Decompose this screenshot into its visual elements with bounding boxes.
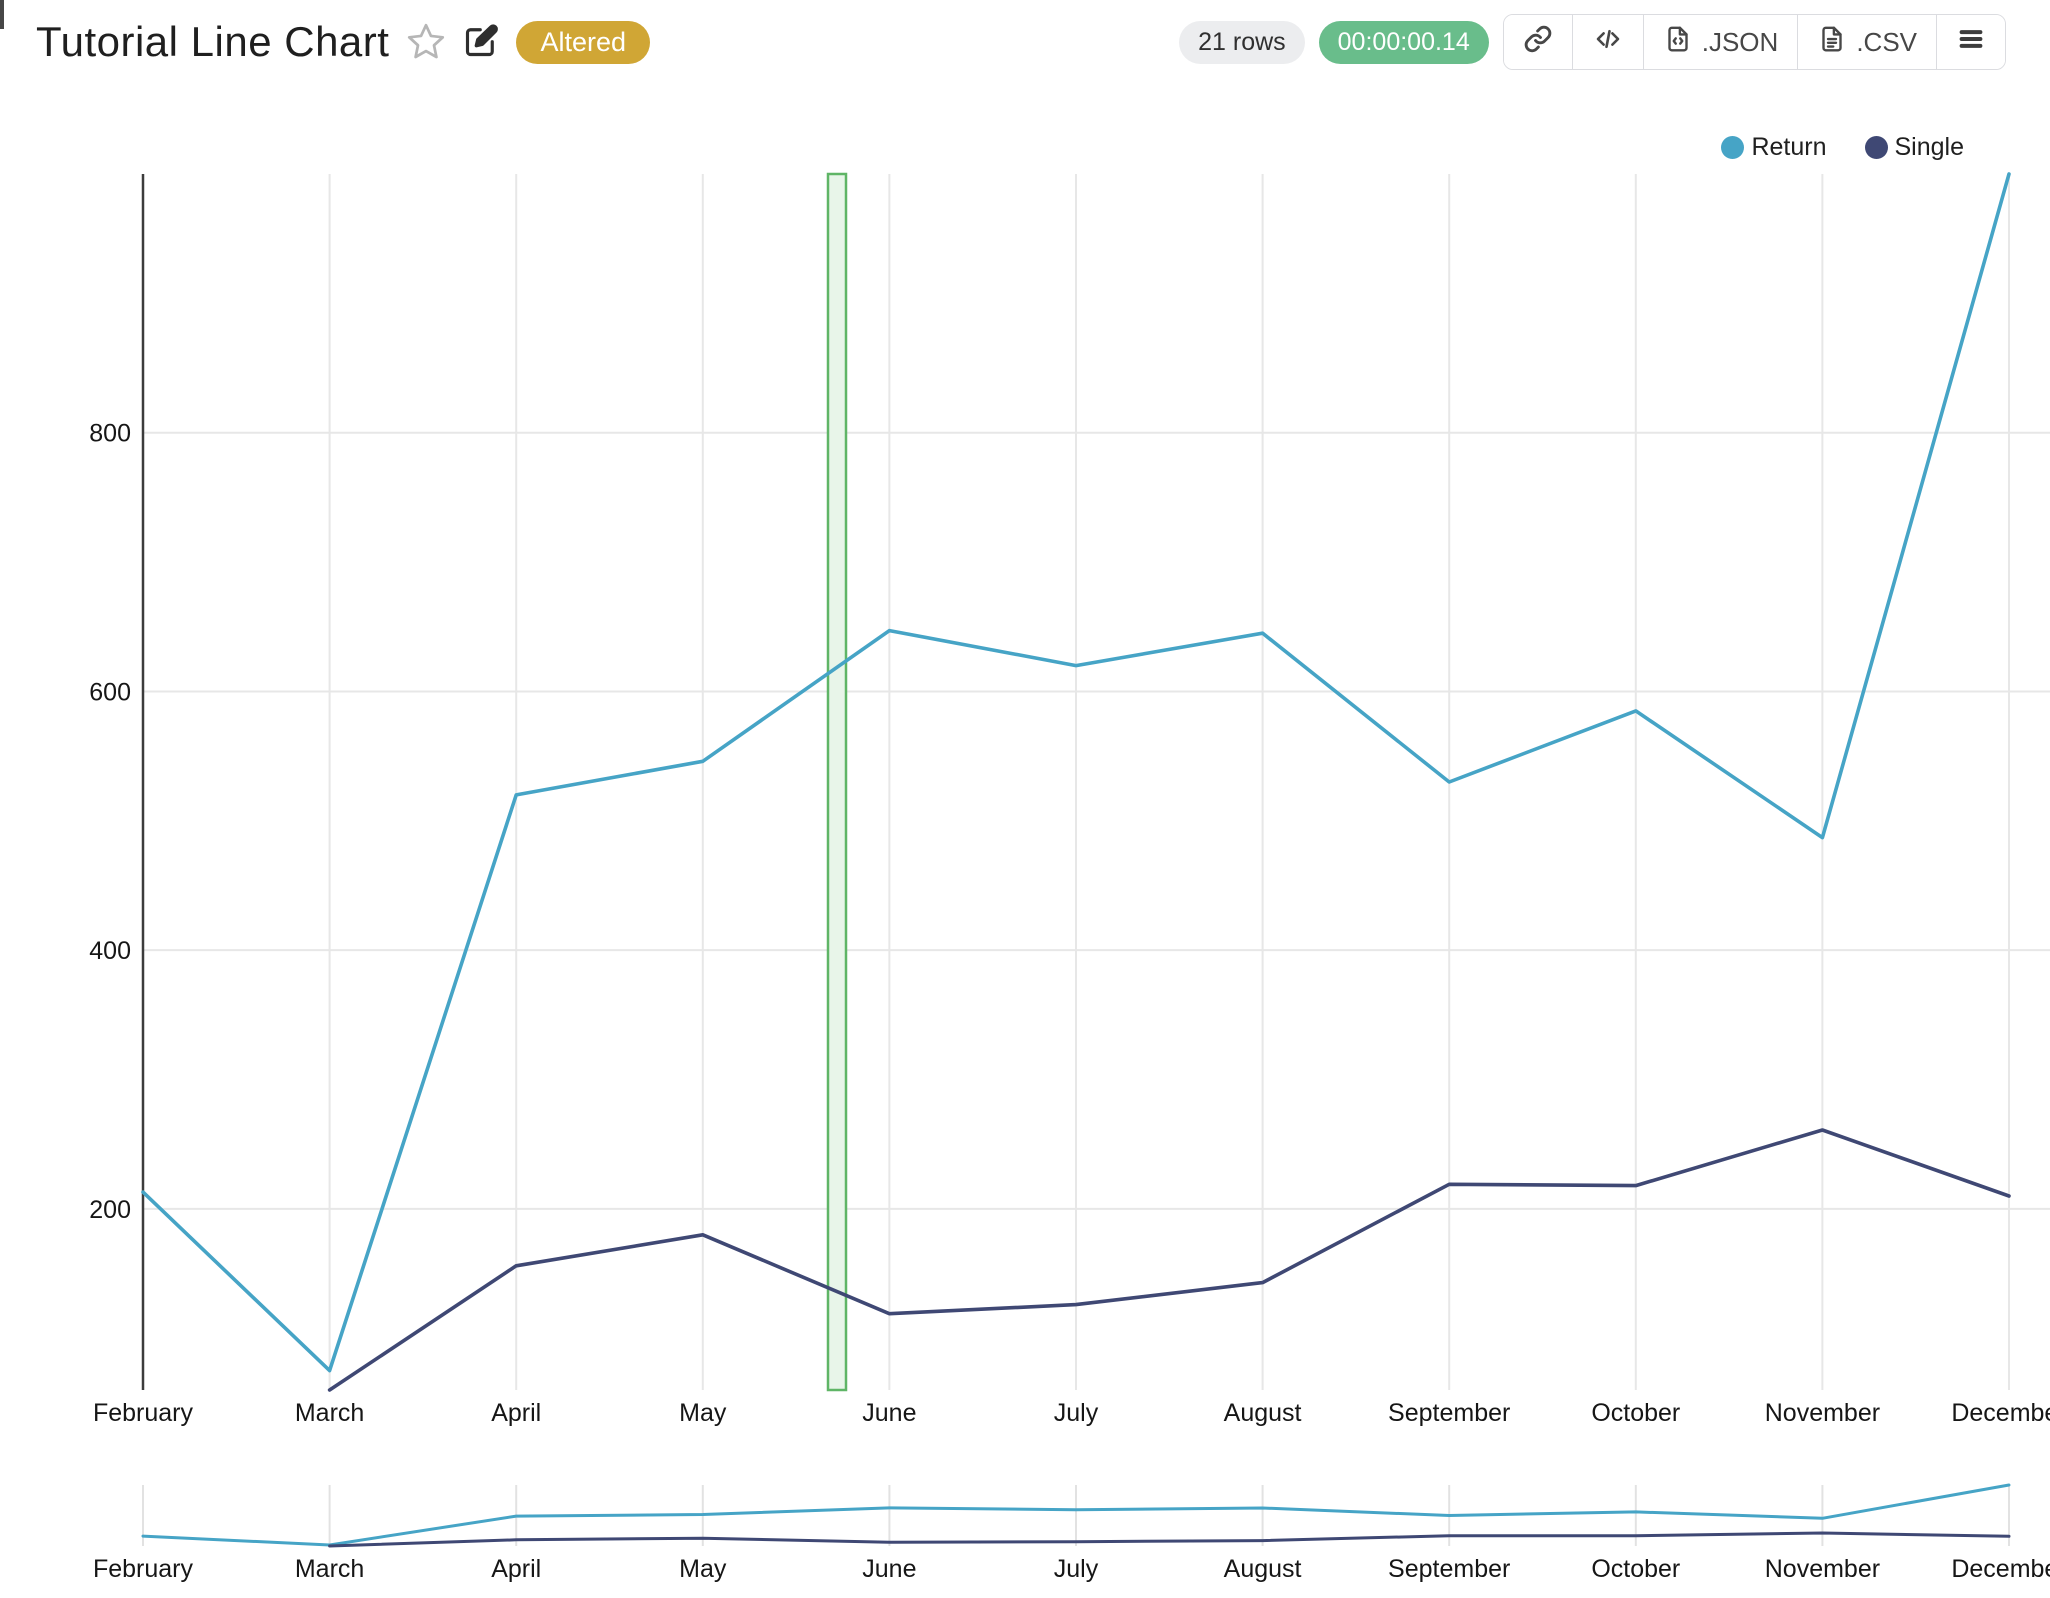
x-axis-label: June [862, 1399, 916, 1427]
window-edge-artifact [0, 0, 4, 29]
code-icon [1592, 24, 1624, 61]
return-series-dot [1721, 136, 1745, 159]
export-csv-label: .CSV [1856, 26, 1917, 57]
x-axis-label: April [491, 1399, 541, 1427]
export-button-group: .JSON .CSV [1502, 14, 2006, 70]
star-icon [406, 22, 446, 63]
x-axis-label: September [1388, 1399, 1510, 1427]
x-axis-label: December [1951, 1399, 2050, 1427]
copy-link-button[interactable] [1503, 15, 1572, 69]
return-navigator-series[interactable] [141, 1483, 2011, 1547]
navigator-x-label: June [862, 1555, 916, 1583]
title-group: Tutorial Line Chart Altered [36, 18, 650, 66]
navigator-x-label: September [1388, 1555, 1510, 1583]
return-line-series[interactable] [141, 172, 2011, 1373]
navigator-x-label: April [491, 1555, 541, 1583]
edit-button[interactable] [463, 23, 499, 62]
export-json-label: .JSON [1701, 26, 1779, 57]
legend-item-single[interactable]: Single [1864, 133, 1965, 162]
embed-code-button[interactable] [1571, 15, 1643, 69]
csv-file-icon [1817, 23, 1847, 62]
single-navigator-series[interactable] [328, 1531, 2011, 1548]
export-json-button[interactable]: .JSON [1642, 15, 1798, 69]
export-csv-button[interactable]: .CSV [1797, 15, 1936, 69]
x-axis-label: May [679, 1399, 727, 1427]
query-time-badge: 00:00:00.14 [1318, 20, 1489, 64]
y-axis-tick-label: 600 [89, 678, 131, 706]
x-axis-label: March [295, 1399, 364, 1427]
x-axis-label: August [1224, 1399, 1302, 1427]
rows-count-badge: 21 rows [1179, 20, 1305, 64]
more-menu-button[interactable] [1936, 15, 2005, 69]
y-axis-tick-label: 400 [89, 937, 131, 965]
y-axis-tick-label: 800 [89, 420, 131, 448]
navigator-x-label: July [1054, 1555, 1099, 1583]
navigator-x-label: October [1591, 1555, 1680, 1583]
legend-item-return[interactable]: Return [1721, 133, 1827, 162]
x-axis-label: February [93, 1399, 194, 1427]
x-axis-label: October [1591, 1399, 1680, 1427]
navigator-x-label: November [1765, 1555, 1880, 1583]
chart-legend: Return Single [1721, 133, 1964, 162]
x-axis-label: July [1054, 1399, 1099, 1427]
page-title: Tutorial Line Chart [36, 18, 390, 65]
highlight-band [826, 172, 848, 1392]
navigator-x-label: August [1224, 1555, 1302, 1583]
status-badge: Altered [516, 20, 650, 64]
single-series-dot [1864, 136, 1888, 159]
toolbar: 21 rows 00:00:00.14 [1179, 14, 2006, 70]
return-series-label: Return [1751, 133, 1827, 161]
single-series-label: Single [1894, 133, 1965, 161]
json-file-icon [1663, 23, 1693, 62]
favorite-button[interactable] [406, 22, 446, 63]
menu-icon [1956, 24, 1986, 61]
navigator-x-label: March [295, 1555, 364, 1583]
header: Tutorial Line Chart Altered 21 [36, 12, 2006, 72]
x-axis-label: November [1765, 1399, 1880, 1427]
y-axis-tick-label: 200 [89, 1196, 131, 1224]
single-line-series[interactable] [327, 1128, 2011, 1392]
link-icon [1523, 24, 1553, 61]
edit-icon [463, 23, 499, 62]
navigator-x-label: February [93, 1555, 194, 1583]
navigator-x-label: May [679, 1555, 727, 1583]
navigator-x-label: December [1951, 1555, 2050, 1583]
